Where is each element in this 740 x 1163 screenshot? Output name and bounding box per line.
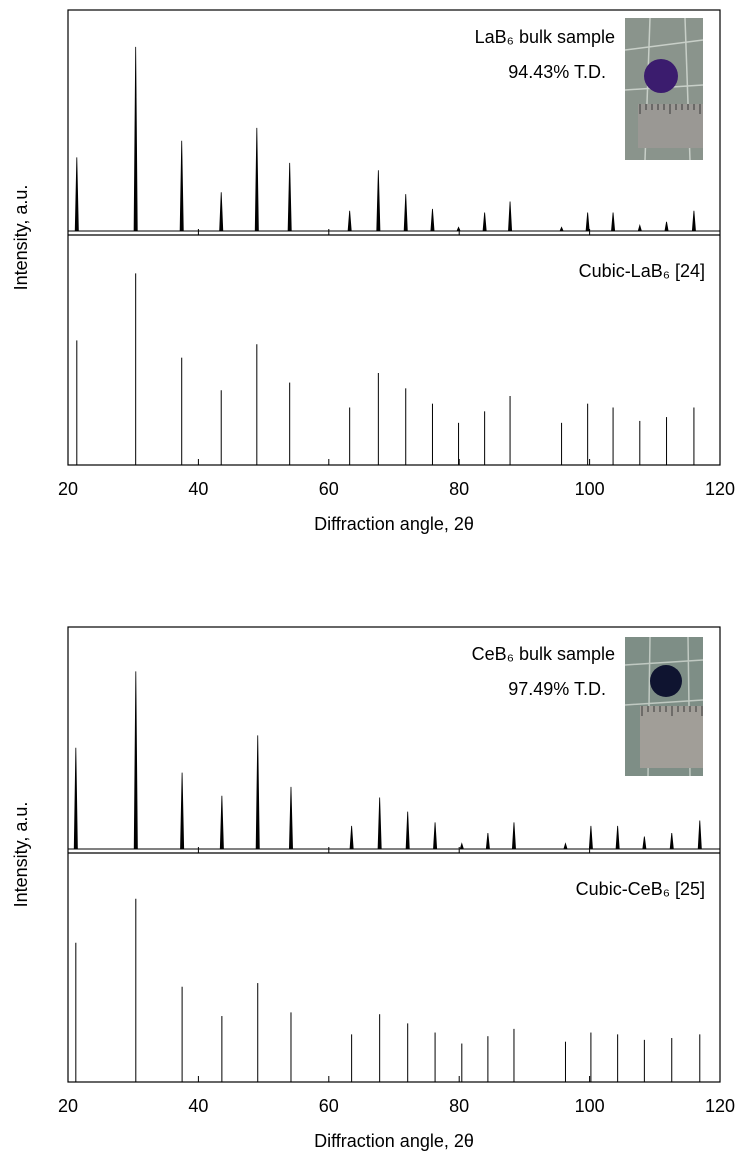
x-tick-label: 40: [188, 1096, 208, 1116]
diffraction-peak: [482, 212, 487, 232]
x-tick-label: 120: [705, 479, 735, 499]
plot-frame: [67, 9, 721, 466]
diffraction-peak: [485, 832, 490, 850]
series-label: CeB₆ bulk sample: [472, 644, 615, 664]
diffraction-peak: [377, 797, 382, 850]
diffraction-peak: [254, 127, 259, 232]
diffraction-peak: [611, 212, 616, 232]
sample-photo: [624, 17, 704, 161]
diffraction-peak: [405, 811, 410, 850]
diffraction-peak: [430, 208, 435, 232]
x-axis-label: Diffraction angle, 2θ: [314, 514, 474, 534]
x-tick-label: 100: [575, 1096, 605, 1116]
x-tick-label: 100: [575, 479, 605, 499]
plot-frame: [67, 626, 721, 1083]
diffraction-peak: [73, 747, 78, 850]
diffraction-peak: [433, 822, 438, 850]
x-tick-label: 120: [705, 1096, 735, 1116]
diffraction-peak: [376, 170, 381, 232]
diffraction-peak: [287, 162, 292, 232]
diffraction-peak: [511, 822, 516, 850]
diffraction-peak: [133, 46, 138, 232]
diffraction-peak: [347, 210, 352, 232]
diffraction-peak: [697, 820, 702, 850]
x-tick-label: 80: [449, 1096, 469, 1116]
x-tick-label: 40: [188, 479, 208, 499]
diffraction-peak: [615, 825, 620, 850]
series-label: Cubic-LaB₆ [24]: [579, 261, 705, 281]
diffraction-peak: [133, 671, 138, 850]
diffraction-peak: [508, 201, 513, 232]
series-label: Cubic-CeB₆ [25]: [576, 879, 705, 899]
diffraction-peak: [180, 772, 185, 850]
diffraction-peak: [456, 226, 461, 232]
diffraction-peak: [255, 735, 260, 850]
diffraction-peak: [637, 224, 642, 232]
y-axis-label: Intensity, a.u.: [11, 185, 31, 291]
diffraction-peak: [585, 212, 590, 232]
diffraction-peak: [288, 786, 293, 850]
diffraction-peak: [74, 157, 79, 232]
diffraction-peak: [664, 221, 669, 232]
x-tick-label: 20: [58, 479, 78, 499]
diffraction-peak: [559, 226, 564, 232]
diffraction-peak: [349, 825, 354, 850]
diffraction-peak: [403, 194, 408, 232]
diffraction-peak: [642, 836, 647, 850]
diffraction-peak: [219, 795, 224, 850]
sample-photo: [624, 636, 704, 777]
diffraction-peak: [691, 210, 696, 232]
diffraction-peak: [459, 842, 464, 850]
diffraction-peak: [588, 825, 593, 850]
series-label: LaB₆ bulk sample: [475, 27, 615, 47]
diffraction-peak: [219, 192, 224, 232]
x-tick-label: 60: [319, 479, 339, 499]
x-tick-label: 60: [319, 1096, 339, 1116]
diffraction-peak: [669, 832, 674, 850]
annotation: 94.43% T.D.: [508, 62, 606, 82]
diffraction-peak: [179, 140, 184, 232]
annotation: 97.49% T.D.: [508, 679, 606, 699]
x-axis-label: Diffraction angle, 2θ: [314, 1131, 474, 1151]
diffraction-peak: [563, 842, 568, 850]
y-axis-label: Intensity, a.u.: [11, 802, 31, 908]
x-tick-label: 20: [58, 1096, 78, 1116]
x-tick-label: 80: [449, 479, 469, 499]
